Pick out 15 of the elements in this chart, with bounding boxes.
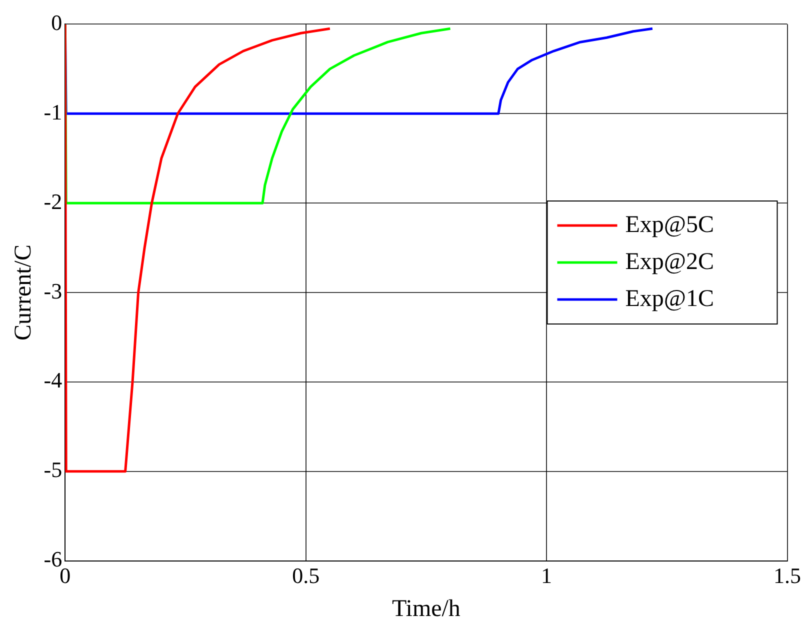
legend-label: Exp@1C bbox=[625, 286, 714, 312]
y-tick-label: 0 bbox=[51, 10, 62, 35]
y-tick-label: -4 bbox=[44, 368, 62, 393]
y-tick-label: -6 bbox=[44, 546, 62, 572]
y-tick-label: -3 bbox=[44, 278, 62, 304]
legend-label: Exp@2C bbox=[625, 248, 714, 275]
y-tick-label: -1 bbox=[44, 99, 62, 124]
x-tick-label: 1.5 bbox=[774, 562, 801, 588]
x-axis-title: Time/h bbox=[392, 596, 460, 622]
x-tick-label: 0.5 bbox=[292, 562, 320, 588]
y-axis-title: Current/C bbox=[10, 244, 37, 340]
x-tick-label: 1 bbox=[541, 562, 552, 588]
y-tick-label: -5 bbox=[44, 457, 62, 482]
legend-label: Exp@5C bbox=[625, 212, 714, 238]
y-tick-label: -2 bbox=[44, 188, 62, 214]
